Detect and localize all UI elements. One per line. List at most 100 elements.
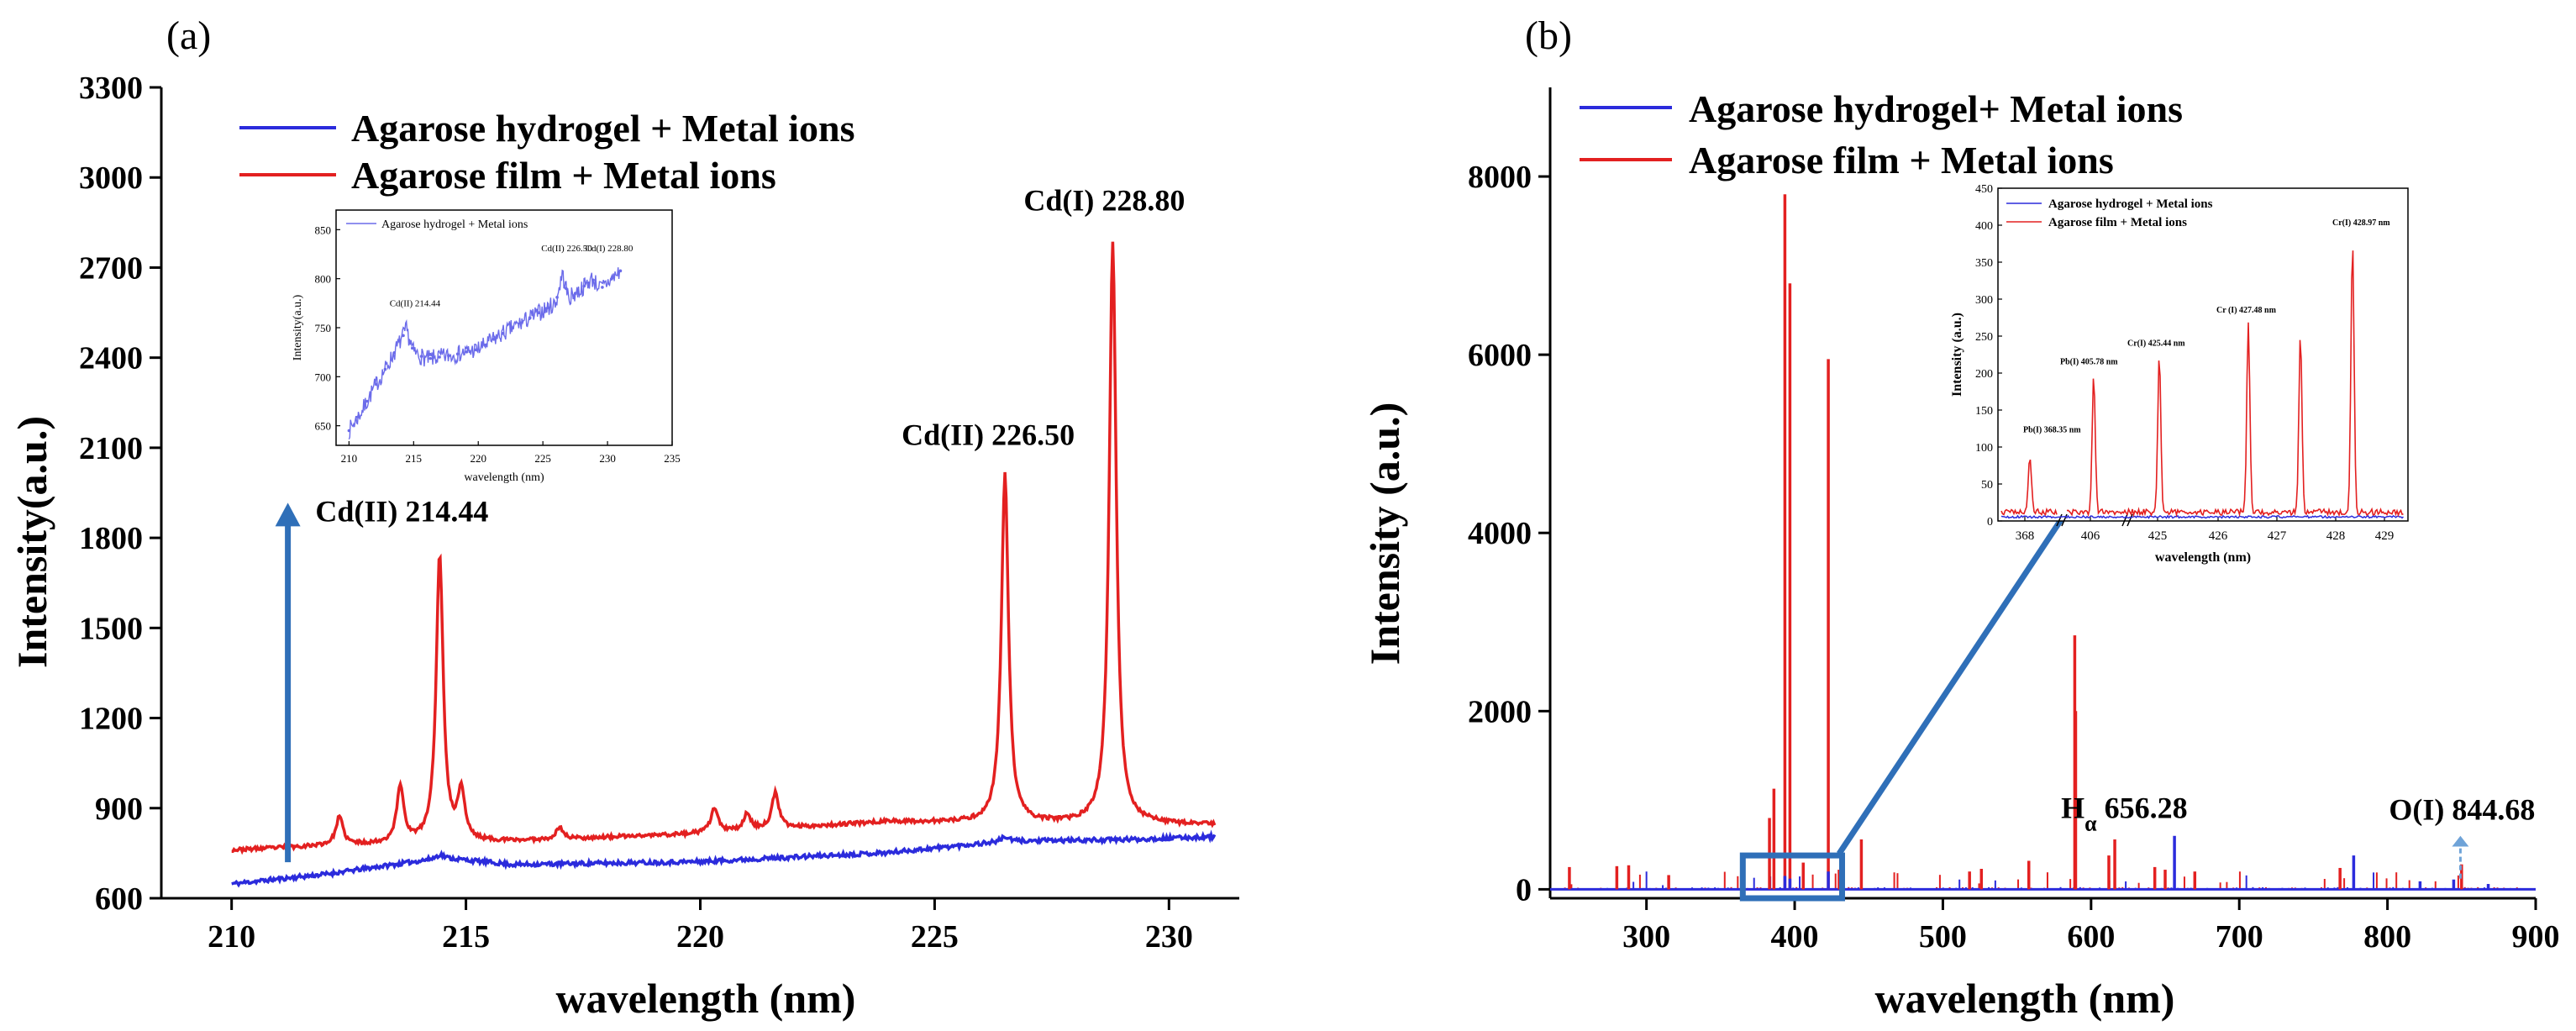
legend-label-hydrogel-b: Agarose hydrogel+ Metal ions	[1689, 87, 2183, 130]
inset-a-x-tick-label: 210	[341, 452, 358, 465]
panel-b-x-tick-label: 900	[2512, 919, 2560, 955]
inset-b-ylabel: Intensity (a.u.)	[1950, 313, 1964, 397]
panel-b-x-tick-label: 400	[1771, 919, 1819, 955]
panel-a-series-group	[231, 241, 1217, 888]
inset-a-point	[565, 287, 568, 291]
inset-a-point	[356, 415, 360, 418]
inset-a-x-tick-label: 225	[534, 452, 551, 465]
inset-a-y-tick-label: 750	[315, 322, 332, 334]
inset-a-point	[410, 346, 414, 350]
inset-a-point	[465, 350, 469, 354]
annotation-cd-226: Cd(II) 226.50	[902, 418, 1075, 451]
inset-a-point	[474, 348, 477, 352]
inset-a-point	[546, 306, 550, 309]
series-line-film	[231, 241, 1217, 855]
panel-a-plot-area: 600 900 1200 1500 1800 2100 2400 2700 3000 3300 21…	[79, 71, 1239, 955]
inset-b-legend-label-film: Agarose film + Metal ions	[2048, 216, 2187, 229]
inset-b-x-tick-label: 429	[2375, 529, 2395, 543]
panel-b-x-tick-label: 600	[2067, 919, 2115, 955]
inset-b-series-film	[2000, 250, 2404, 518]
inset-b-x-tick-label: 427	[2268, 529, 2287, 543]
panel-b-xlabel: wavelength (nm)	[1875, 975, 2175, 1022]
inset-b-series-hydrogel	[2000, 514, 2405, 519]
annotation-o-i-arrow-head	[2452, 835, 2469, 847]
inset-b-x-tick-label: 426	[2209, 529, 2228, 543]
panel-a-y-tick-label: 900	[95, 792, 143, 827]
panel-b-y-tick-label: 4000	[1468, 516, 1532, 551]
panel-a-y-tick-label: 3300	[79, 71, 143, 106]
annotation-o-i: O(I) 844.68	[2389, 793, 2535, 827]
inset-b-y-tick-label: 200	[1975, 368, 1993, 381]
panel-b-y-tick-label: 6000	[1468, 338, 1532, 373]
inset-b-peak-label: Cr (I) 427.48 nm	[2216, 306, 2277, 315]
legend-label-hydrogel: Agarose hydrogel + Metal ions	[351, 107, 854, 150]
inset-a-y-tick-label: 850	[315, 224, 332, 236]
inset-b-x-tick-label: 425	[2148, 529, 2168, 543]
annotation-cd-214: Cd(II) 214.44	[315, 494, 488, 528]
panel-a-y-tick-label: 2400	[79, 341, 143, 376]
inset-b-y-tick-label: 150	[1975, 405, 1993, 418]
inset-a-point	[555, 296, 559, 299]
inset-b-y-tick-label: 100	[1975, 442, 1993, 455]
panel-a-y-tick-label: 1800	[79, 521, 143, 556]
series-line-hydrogel	[231, 829, 1217, 888]
inset-a-point	[591, 278, 595, 282]
inset-a-point	[374, 382, 378, 387]
inset-a-point	[365, 399, 369, 403]
annotation-cd-228: Cd(I) 228.80	[1023, 184, 1185, 218]
inset-b-peak-label: Pb(I) 405.78 nm	[2060, 357, 2118, 366]
inset-a-point	[618, 269, 623, 273]
panel-a-x-tick-label: 215	[442, 919, 490, 955]
inset-b-peak-label: Cr(I) 425.44 nm	[2127, 339, 2185, 348]
inset-b-y-tick-label: 250	[1975, 331, 1993, 344]
inset-b-y-tick-label: 450	[1975, 183, 1993, 196]
inset-a-point	[519, 321, 523, 325]
inset-a-annotation-226: Cd(II) 226.50	[541, 244, 592, 254]
inset-a-point	[573, 292, 577, 295]
panel-b-y-tick-label: 2000	[1468, 694, 1532, 729]
panel-b-y-tick-label: 0	[1516, 872, 1532, 907]
panel-b-label: (b)	[1525, 13, 1572, 58]
panel-a-ylabel: Intensity(a.u.)	[8, 416, 55, 668]
zoom-highlight-box	[1739, 852, 1845, 902]
inset-a-point	[582, 284, 586, 288]
legend-label-film-b: Agarose film + Metal ions	[1689, 139, 2114, 181]
panel-a-x-tick-label: 225	[911, 919, 959, 955]
inset-b-x-tick-label: 368	[2016, 529, 2035, 543]
panel-b-inset: 0 50 100 150 200 250 300 350 400 450 368 406 425 426 4…	[1950, 183, 2409, 565]
inset-a-y-tick-label: 650	[315, 420, 332, 433]
inset-b-axis-break	[2056, 513, 2063, 527]
panel-b-noise-floor	[1564, 871, 2521, 890]
inset-b-legend-label-hydrogel: Agarose hydrogel + Metal ions	[2048, 197, 2213, 211]
panel-a-inset: 650 700 750 800 850 210 215 220 225 230 235 wavelen…	[292, 209, 681, 484]
inset-a-point	[447, 354, 450, 358]
inset-b-y-tick-label: 350	[1975, 257, 1993, 270]
panel-b: (b) Intensity (a.u.) wavelength (nm) 0 20…	[1361, 13, 2560, 1022]
inset-a-legend-label: Agarose hydrogel + Metal ions	[381, 218, 528, 231]
inset-a-point	[347, 429, 351, 433]
inset-b-peak-label: Cr(I) 428.97 nm	[2332, 218, 2390, 228]
panel-a-y-tick-label: 1200	[79, 702, 143, 737]
panel-b-x-tick-label: 500	[1919, 919, 1967, 955]
inset-b-x-tick-label: 406	[2081, 529, 2100, 543]
panel-a-y-tick-label: 600	[95, 881, 143, 917]
legend-label-film: Agarose film + Metal ions	[351, 154, 776, 197]
inset-a-x-tick-label: 215	[406, 452, 423, 465]
inset-a-y-tick-label: 800	[315, 273, 332, 286]
panel-a-xlabel: wavelength (nm)	[556, 975, 856, 1022]
inset-a-annotation-228: Cd(I) 228.80	[586, 244, 633, 254]
annotation-h-alpha-symbol: H	[2061, 792, 2084, 825]
panel-a-label: (a)	[166, 13, 211, 58]
annotation-h-alpha-value: 656.28	[2097, 792, 2188, 825]
inset-a-point	[383, 367, 387, 371]
inset-a-point	[455, 352, 460, 356]
inset-a-ylabel: Intensity(a.u.)	[292, 294, 304, 360]
annotation-h-alpha: Hα 656.28	[2061, 792, 2188, 836]
inset-b-y-tick-label: 300	[1975, 294, 1993, 307]
inset-a-point	[483, 343, 486, 347]
inset-a-point	[501, 332, 505, 335]
inset-b-xlabel: wavelength (nm)	[2155, 550, 2251, 565]
panel-a: (a) Intensity(a.u.) wavelength (nm) 600 9…	[8, 13, 1239, 1022]
